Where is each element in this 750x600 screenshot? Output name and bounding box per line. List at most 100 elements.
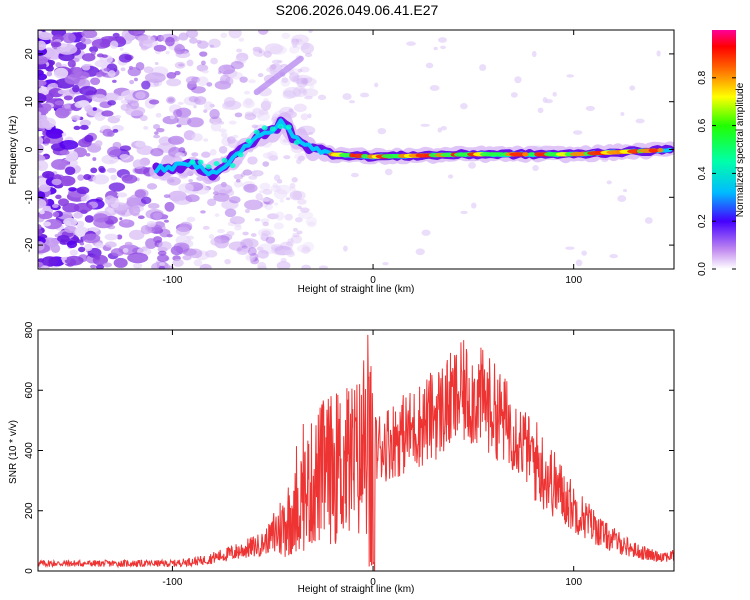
noise-blob: [73, 125, 81, 131]
noise-blob: [244, 208, 250, 214]
noise-blob: [203, 138, 209, 142]
noise-blob: [248, 79, 256, 84]
noise-blob: [288, 108, 294, 112]
noise-blob: [166, 78, 182, 87]
noise-blob: [185, 76, 199, 85]
snr-x-axis-label: Height of straight line (km): [298, 584, 415, 595]
noise-blob: [104, 195, 116, 205]
noise-blob: [80, 196, 87, 202]
noise-blob: [38, 191, 46, 200]
noise-blob: [302, 241, 315, 252]
noise-blob: [135, 91, 146, 100]
snr-ticks: -100 0 100 0 200 400 600 800: [24, 321, 674, 588]
noise-blob: [132, 262, 143, 269]
noise-blob: [182, 113, 188, 118]
noise-blob: [257, 265, 268, 269]
noise-blob: [101, 154, 119, 165]
colorbar-gradient: [712, 30, 736, 269]
snr-data: [38, 334, 674, 571]
noise-blob: [156, 254, 169, 263]
ridge-hotspot: [285, 124, 292, 130]
noise-blob: [146, 220, 156, 228]
noise-blob: [64, 166, 76, 176]
noise-blob: [288, 68, 301, 76]
noise-blob: [298, 211, 314, 220]
noise-blob: [119, 217, 123, 221]
noise-blob: [91, 38, 111, 49]
noise-blob: [291, 177, 298, 183]
noise-blob: [177, 200, 184, 206]
noise-blob: [342, 93, 352, 101]
noise-blob: [119, 145, 132, 152]
noise-blob: [273, 222, 284, 230]
noise-blob: [136, 145, 154, 156]
noise-blob: [228, 30, 242, 39]
noise-blob: [102, 262, 113, 268]
noise-blob: [242, 99, 255, 109]
noise-blob: [166, 176, 181, 186]
noise-blob: [165, 36, 175, 47]
noise-blob: [58, 175, 76, 187]
noise-blob: [207, 198, 217, 207]
noise-blob: [191, 152, 199, 157]
noise-blob: [127, 252, 149, 264]
noise-blob: [139, 115, 148, 122]
noise-blob: [132, 159, 144, 170]
snr-line: [38, 334, 674, 571]
noise-blob: [173, 109, 183, 118]
noise-blob: [254, 218, 261, 222]
noise-blob: [290, 234, 303, 244]
noise-blob: [305, 216, 317, 226]
noise-blob: [38, 111, 42, 117]
ridge-hotspot: [221, 157, 228, 163]
noise-blob: [38, 229, 43, 237]
noise-blob: [191, 133, 203, 142]
noise-blob: [143, 125, 149, 130]
noise-blob: [471, 202, 477, 209]
noise-blob: [437, 37, 447, 43]
snr-y-axis-label: SNR (10 * v/v): [8, 420, 19, 484]
noise-blob: [202, 69, 209, 74]
ridge-hotspot: [213, 161, 220, 167]
noise-blob: [285, 241, 294, 246]
noise-blob: [233, 173, 244, 180]
noise-blob: [300, 77, 317, 86]
noise-blob: [289, 190, 303, 201]
noise-blob: [208, 234, 215, 240]
noise-blob: [258, 109, 269, 116]
noise-blob: [99, 167, 106, 174]
noise-blob: [92, 254, 108, 266]
noise-blob: [233, 180, 243, 188]
ridge-hotspot: [229, 163, 236, 169]
noise-blob: [209, 108, 220, 120]
spectrogram-y-axis-label: Frequency (Hz): [8, 116, 19, 185]
noise-blob: [295, 41, 310, 50]
noise-blob: [229, 216, 245, 225]
colorbar-tick-label: 0.2: [697, 214, 708, 228]
noise-blob: [51, 203, 59, 208]
noise-blob: [90, 77, 101, 86]
ridge-hotspot: [189, 159, 196, 165]
noise-blob: [162, 115, 179, 125]
noise-blob: [309, 84, 315, 89]
noise-blob: [186, 216, 196, 223]
noise-blob: [514, 76, 522, 84]
noise-blob: [202, 266, 208, 269]
noise-blob: [117, 95, 124, 101]
noise-blob: [154, 131, 159, 135]
ridge-hotspot: [361, 153, 369, 159]
noise-blob: [94, 242, 104, 249]
noise-blob: [384, 168, 393, 176]
noise-blob: [440, 45, 447, 50]
noise-blob: [174, 44, 186, 55]
noise-blob: [209, 148, 217, 156]
ridge-hotspot: [269, 126, 276, 132]
noise-blob: [156, 127, 165, 133]
noise-blob: [129, 100, 140, 110]
noise-blob: [306, 221, 317, 228]
ridge-hotspot: [205, 164, 212, 170]
noise-blob: [188, 248, 203, 259]
noise-blob: [69, 249, 78, 256]
noise-blob: [296, 77, 308, 88]
